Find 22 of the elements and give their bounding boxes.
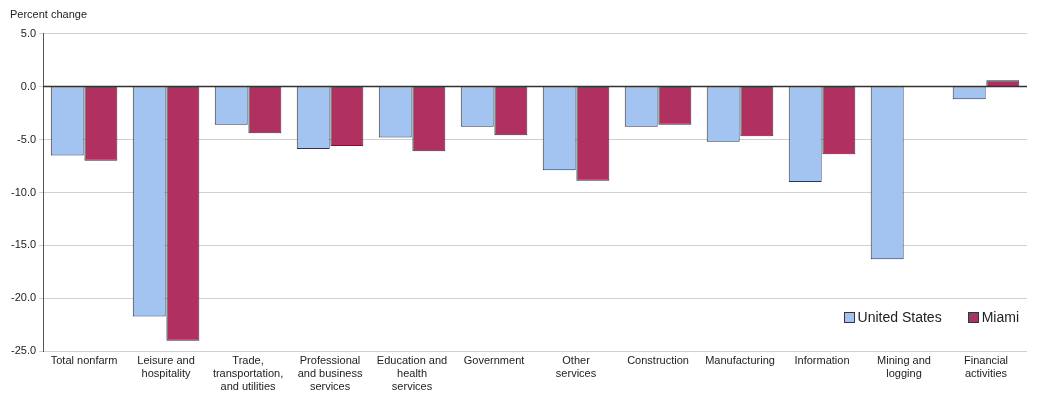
y-tick-label: -10.0 <box>10 185 37 198</box>
x-tick-label: Government <box>463 354 525 367</box>
x-tick-label: Leisure and hospitality <box>137 354 195 380</box>
x-tick-label: Education and health services <box>376 354 448 393</box>
x-tick-label: Construction <box>627 354 689 367</box>
legend-label: Miami <box>981 309 1019 325</box>
y-tick-label: -25.0 <box>10 344 37 357</box>
y-tick-label: -15.0 <box>10 238 37 251</box>
x-tick-label: Other services <box>555 354 597 380</box>
y-tick-label: 5.0 <box>20 26 37 39</box>
y-tick-label: -20.0 <box>10 291 37 304</box>
y-axis-title: Percent change <box>9 8 89 22</box>
x-tick-label: Mining and logging <box>877 354 931 380</box>
y-tick-label: -5.0 <box>17 132 37 145</box>
x-tick-label: Trade, transportation, and utilities <box>212 354 284 393</box>
x-tick-label: Financial activities <box>963 354 1009 380</box>
legend-label: United States <box>857 309 942 325</box>
y-tick-label: 0.0 <box>20 79 37 92</box>
x-tick-label: Total nonfarm <box>50 354 118 367</box>
x-tick-label: Professional and business services <box>297 354 363 393</box>
x-tick-label: Information <box>794 354 850 367</box>
x-tick-label: Manufacturing <box>705 354 775 367</box>
